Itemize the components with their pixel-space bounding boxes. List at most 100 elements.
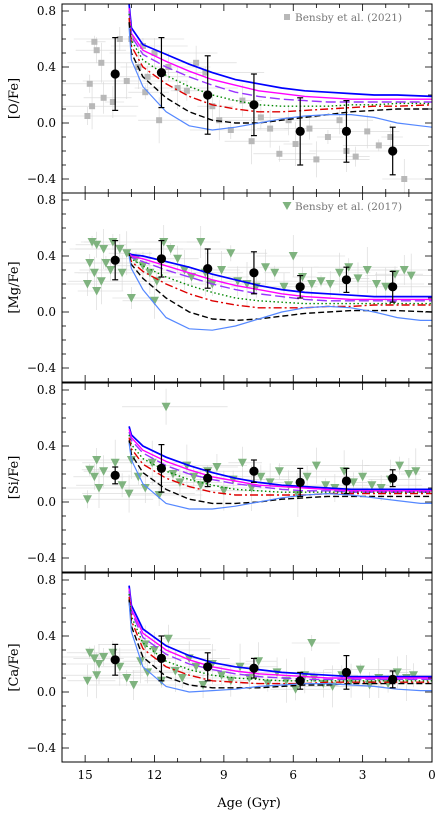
model-line-6: [128, 22, 432, 124]
model-line-7: [128, 443, 432, 510]
model-line-6: [128, 599, 432, 689]
scatter-point: [126, 294, 136, 303]
y-tick-label: 0.8: [37, 573, 56, 587]
scatter-point: [311, 461, 321, 471]
scatter-point: [376, 484, 386, 493]
scatter-point: [336, 117, 343, 124]
scatter-point: [244, 674, 254, 683]
scatter-point: [183, 87, 190, 94]
binned-point: [341, 126, 352, 136]
binned-point: [295, 282, 305, 292]
scatter-point: [406, 271, 416, 281]
y-tick-label: 0.0: [37, 495, 56, 509]
binned-point: [156, 68, 167, 78]
scatter-point: [348, 478, 358, 487]
binned-point: [249, 663, 259, 673]
scatter-point: [122, 674, 132, 683]
scatter-point: [115, 662, 125, 672]
scatter-point: [307, 280, 317, 289]
scatter-point: [163, 634, 173, 644]
scatter-point: [395, 461, 405, 471]
y-tick-label: −0.4: [27, 361, 57, 375]
y-tick-label: 0.4: [37, 629, 56, 643]
scatter-point: [219, 486, 229, 496]
model-line-5: [128, 596, 432, 685]
scatter-point: [152, 277, 162, 286]
binned-point: [110, 69, 120, 79]
scatter-point: [411, 467, 421, 476]
scatter-point: [291, 685, 301, 694]
scatter-point: [372, 280, 381, 289]
model-line-4: [128, 252, 432, 305]
binned-point: [156, 254, 167, 264]
scatter-point: [307, 639, 317, 648]
scatter-point: [154, 491, 164, 500]
scatter-point: [89, 472, 99, 482]
scatter-point: [150, 646, 159, 655]
binned-point: [388, 282, 398, 292]
scatter-point: [147, 458, 157, 468]
binned-point: [249, 268, 259, 278]
scatter-point: [99, 245, 109, 254]
scatter-point: [106, 266, 116, 275]
scatter-point: [86, 80, 93, 87]
y-tick-label: 0.8: [37, 383, 56, 397]
model-line-3: [128, 10, 432, 103]
model-line-1: [128, 426, 432, 491]
binned-point: [249, 100, 259, 110]
scatter-point: [101, 259, 111, 268]
legend-marker: [284, 14, 290, 20]
scatter-point: [313, 156, 320, 163]
scatter-point: [166, 245, 176, 254]
scatter-point: [375, 142, 382, 149]
scatter-point: [143, 668, 153, 677]
scatter-point: [139, 43, 146, 49]
binned-point: [110, 655, 120, 665]
model-line-4: [128, 593, 432, 682]
scatter-point: [175, 478, 185, 487]
panel-4: 0.8 0.4 0.0 −0.4 15 12 9 6 3 0 [Ca/Fe]: [7, 572, 436, 782]
legend-label: Bensby et al. (2017): [295, 201, 402, 213]
model-line-5: [128, 254, 432, 309]
scatter-point: [85, 648, 95, 658]
scatter-point: [217, 671, 227, 680]
scatter-point: [99, 467, 109, 476]
scatter-point: [89, 103, 96, 110]
model-line-7: [128, 27, 432, 131]
binned-point: [295, 126, 305, 136]
scatter-point: [174, 85, 181, 91]
scatter-point: [145, 268, 155, 278]
scatter-point: [325, 280, 335, 289]
scatter-point: [82, 495, 92, 504]
scatter-point: [227, 127, 234, 133]
y-axis-label: [Ca/Fe]: [7, 643, 22, 691]
scatter-point: [217, 266, 227, 275]
scatter-point: [276, 150, 283, 157]
scatter-point: [133, 472, 143, 482]
y-tick-label: −0.4: [27, 551, 57, 565]
scatter-point: [216, 117, 223, 124]
y-axis-label: [Mg/Fe]: [7, 261, 22, 313]
x-tick-label: 9: [220, 768, 228, 782]
scatter-point: [306, 125, 313, 132]
y-tick-label: 0.0: [37, 305, 56, 319]
binned-point: [388, 674, 398, 685]
scatter-point: [180, 266, 190, 275]
model-line-7: [128, 602, 432, 693]
scatter-point: [362, 266, 372, 275]
scatter-point: [239, 97, 246, 104]
model-line-2: [128, 252, 432, 301]
scatter-point: [92, 456, 102, 465]
y-tick-label: −0.4: [27, 741, 57, 755]
scatter-point: [324, 134, 331, 140]
scatter-point: [92, 287, 102, 296]
scatter-point: [99, 653, 109, 662]
model-line-4: [128, 13, 432, 107]
scatter-point: [265, 478, 275, 487]
scatter-point: [270, 268, 280, 278]
scatter-point: [261, 263, 270, 272]
model-line-3: [128, 591, 432, 681]
model-line-5: [128, 17, 432, 113]
plot-area: [62, 225, 432, 331]
